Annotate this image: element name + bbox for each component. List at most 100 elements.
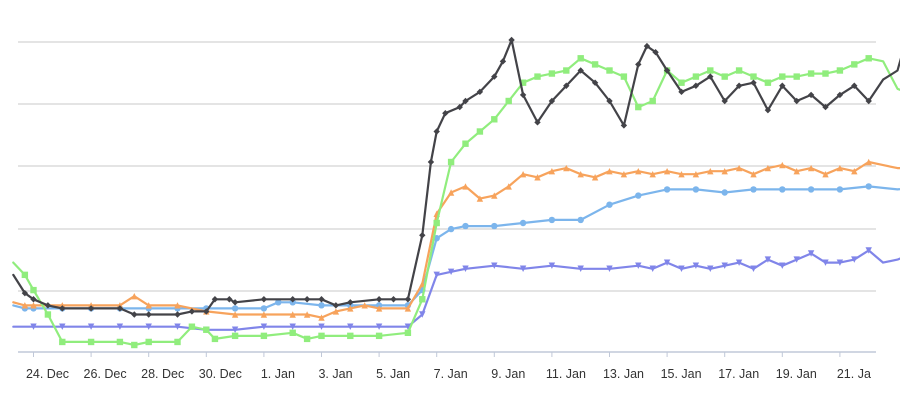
data-point[interactable]	[721, 189, 728, 196]
data-point[interactable]	[30, 286, 37, 294]
data-point[interactable]	[822, 70, 829, 77]
data-point[interactable]	[289, 329, 296, 336]
data-point[interactable]	[447, 268, 455, 275]
data-point[interactable]	[793, 256, 800, 263]
data-point[interactable]	[865, 55, 872, 62]
data-point[interactable]	[476, 128, 484, 135]
data-point[interactable]	[779, 262, 786, 269]
data-point[interactable]	[462, 183, 469, 190]
data-point[interactable]	[505, 97, 512, 105]
data-point[interactable]	[87, 338, 95, 346]
data-point[interactable]	[203, 308, 210, 315]
data-point[interactable]	[419, 311, 426, 318]
data-point[interactable]	[318, 314, 325, 321]
data-point[interactable]	[764, 256, 772, 263]
data-point[interactable]	[692, 262, 700, 269]
data-point[interactable]	[519, 171, 527, 178]
data-point[interactable]	[462, 265, 469, 272]
data-point[interactable]	[807, 186, 815, 193]
data-point[interactable]	[865, 97, 872, 105]
data-point[interactable]	[577, 265, 584, 272]
data-point[interactable]	[211, 296, 219, 303]
data-point[interactable]	[145, 323, 152, 330]
data-point[interactable]	[375, 305, 383, 312]
data-point[interactable]	[836, 259, 844, 266]
data-point[interactable]	[577, 171, 584, 178]
data-point[interactable]	[750, 265, 757, 272]
data-point[interactable]	[231, 332, 239, 340]
data-point[interactable]	[44, 302, 52, 309]
data-point[interactable]	[174, 323, 181, 330]
data-point[interactable]	[116, 338, 124, 346]
data-point[interactable]	[591, 79, 599, 86]
data-point[interactable]	[456, 103, 463, 111]
data-point[interactable]	[275, 299, 282, 306]
data-point[interactable]	[131, 293, 138, 300]
data-point[interactable]	[419, 296, 426, 303]
data-point[interactable]	[318, 302, 325, 309]
data-point[interactable]	[260, 323, 268, 330]
data-point[interactable]	[836, 164, 844, 172]
data-point[interactable]	[649, 171, 656, 178]
data-point[interactable]	[231, 299, 239, 306]
data-point[interactable]	[851, 61, 858, 68]
data-point[interactable]	[692, 171, 700, 178]
data-point[interactable]	[865, 183, 872, 190]
data-point[interactable]	[332, 302, 340, 309]
data-point[interactable]	[721, 97, 728, 105]
data-point[interactable]	[347, 305, 354, 312]
data-point[interactable]	[591, 61, 599, 68]
data-point[interactable]	[606, 67, 613, 74]
data-point[interactable]	[131, 341, 138, 349]
data-point[interactable]	[836, 186, 844, 193]
data-point[interactable]	[692, 186, 700, 193]
data-point[interactable]	[635, 192, 642, 199]
data-point[interactable]	[44, 311, 52, 318]
data-point[interactable]	[519, 265, 527, 272]
data-point[interactable]	[649, 265, 656, 272]
data-point[interactable]	[735, 67, 743, 74]
data-point[interactable]	[519, 219, 527, 227]
data-point[interactable]	[476, 195, 484, 202]
data-point[interactable]	[577, 216, 584, 224]
data-point[interactable]	[347, 323, 354, 330]
data-point[interactable]	[188, 323, 196, 330]
data-point[interactable]	[764, 164, 772, 172]
data-point[interactable]	[678, 265, 685, 272]
data-point[interactable]	[620, 73, 628, 80]
data-point[interactable]	[692, 82, 700, 89]
data-point[interactable]	[663, 167, 671, 175]
data-point[interactable]	[635, 103, 642, 111]
data-point[interactable]	[534, 174, 541, 181]
data-point[interactable]	[519, 91, 527, 99]
data-point[interactable]	[678, 79, 685, 86]
data-point[interactable]	[318, 296, 325, 303]
data-point[interactable]	[347, 299, 354, 306]
data-point[interactable]	[318, 332, 325, 340]
data-point[interactable]	[226, 296, 233, 303]
data-point[interactable]	[779, 73, 786, 80]
data-point[interactable]	[361, 302, 368, 309]
data-point[interactable]	[865, 247, 872, 254]
data-point[interactable]	[289, 311, 296, 318]
data-point[interactable]	[145, 311, 152, 318]
data-point[interactable]	[404, 305, 412, 312]
series-line[interactable]	[12, 37, 900, 316]
data-point[interactable]	[836, 91, 844, 99]
data-point[interactable]	[779, 186, 786, 193]
data-point[interactable]	[375, 296, 383, 303]
data-point[interactable]	[822, 171, 829, 178]
data-point[interactable]	[851, 82, 858, 89]
data-point[interactable]	[174, 302, 181, 309]
data-point[interactable]	[116, 323, 124, 330]
data-point[interactable]	[750, 171, 757, 178]
data-point[interactable]	[807, 70, 815, 77]
data-point[interactable]	[735, 259, 743, 266]
data-point[interactable]	[807, 164, 815, 172]
data-point[interactable]	[606, 201, 613, 208]
data-point[interactable]	[375, 323, 383, 330]
data-point[interactable]	[534, 119, 541, 126]
data-point[interactable]	[721, 167, 728, 175]
data-point[interactable]	[318, 323, 325, 330]
data-point[interactable]	[508, 36, 515, 44]
